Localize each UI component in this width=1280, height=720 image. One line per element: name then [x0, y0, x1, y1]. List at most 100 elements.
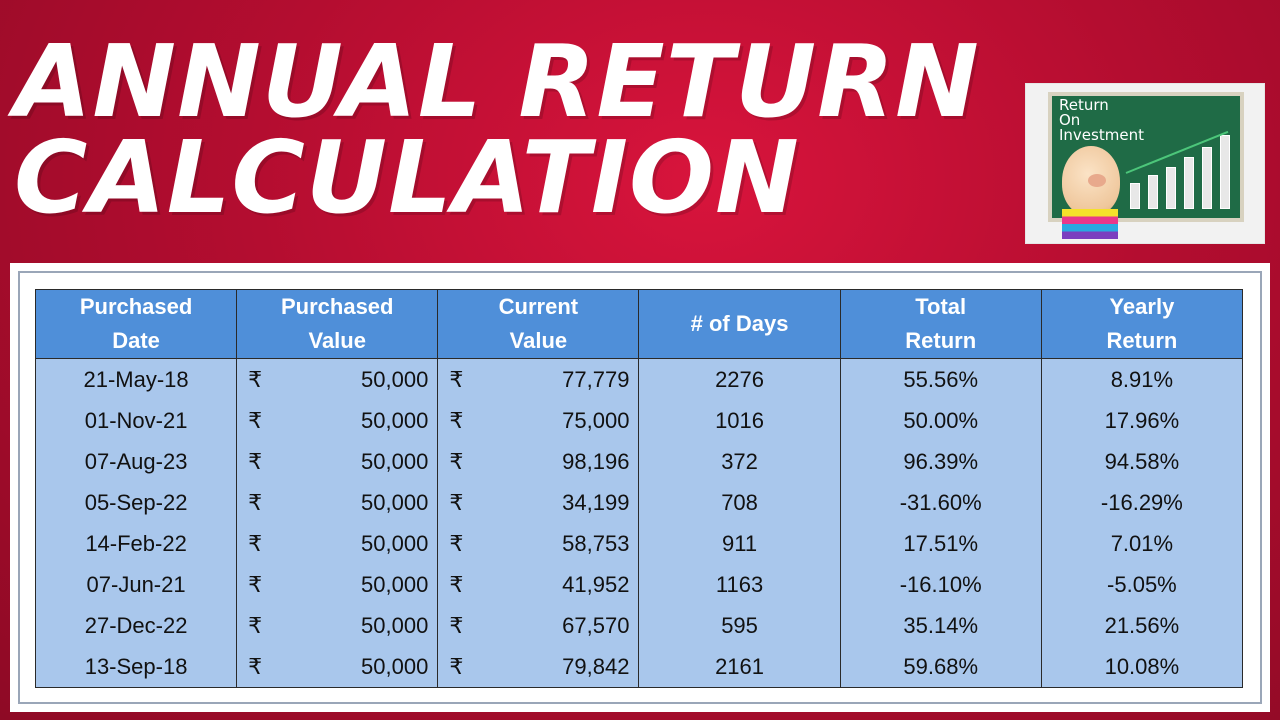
- cell-yearly-return: 10.08%: [1040, 646, 1244, 688]
- cell-total-return: 96.39%: [839, 441, 1042, 482]
- amount: 58,753: [562, 530, 630, 556]
- cell-purchased-value: ₹50,000: [236, 605, 439, 646]
- board-line-on: On: [1059, 111, 1081, 129]
- title-line-2: CALCULATION: [14, 119, 800, 236]
- currency-symbol: ₹: [248, 571, 263, 597]
- cell-yearly-return: -5.05%: [1040, 564, 1244, 605]
- cell-purchased-date: 07-Jun-21: [34, 564, 238, 605]
- cell-yearly-return: -16.29%: [1040, 482, 1244, 523]
- cell-total-return: 50.00%: [839, 400, 1042, 441]
- amount: 50,000: [361, 653, 429, 679]
- board-line-return: Return: [1059, 96, 1109, 114]
- cell-current-value: ₹98,196: [437, 441, 640, 482]
- header-purchased-value: Purchased Value: [236, 289, 439, 359]
- cell-days: 1163: [638, 564, 841, 605]
- board-text: Return On Investment: [1059, 98, 1144, 143]
- table-row: 13-Sep-18 ₹50,000 ₹79,842 2161 59.68% 10.08%: [34, 646, 1244, 688]
- header-line: Value: [509, 328, 568, 353]
- currency-symbol: ₹: [248, 653, 263, 679]
- header-yearly-return: Yearly Return: [1040, 289, 1244, 359]
- amount: 34,199: [562, 489, 630, 515]
- table-row: 21-May-18 ₹50,000 ₹77,779 2276 55.56% 8.91%: [34, 358, 1244, 400]
- header-line: Current: [498, 294, 579, 319]
- cell-days: 1016: [638, 400, 841, 441]
- cell-days: 2161: [638, 646, 841, 688]
- header-line: Return: [1106, 328, 1178, 353]
- cell-yearly-return: 7.01%: [1040, 523, 1244, 564]
- cell-total-return: 17.51%: [839, 523, 1042, 564]
- currency-symbol: ₹: [449, 571, 464, 597]
- currency-symbol: ₹: [449, 366, 464, 392]
- currency-symbol: ₹: [248, 448, 263, 474]
- table-row: 01-Nov-21 ₹50,000 ₹75,000 1016 50.00% 17.96%: [34, 400, 1244, 441]
- cell-total-return: 59.68%: [839, 646, 1042, 688]
- currency-symbol: ₹: [248, 366, 263, 392]
- sticky-notes-stack: [1062, 209, 1118, 239]
- amount: 50,000: [361, 571, 429, 597]
- board-bar: [1148, 175, 1158, 209]
- currency-symbol: ₹: [248, 407, 263, 433]
- board-bar: [1130, 183, 1140, 209]
- header-line: Yearly: [1109, 294, 1175, 319]
- title-line-1: ANNUAL RETURN: [14, 23, 980, 140]
- cell-purchased-date: 14-Feb-22: [34, 523, 238, 564]
- table-row: 07-Jun-21 ₹50,000 ₹41,952 1163 -16.10% -5.05%: [34, 564, 1244, 605]
- board-bar: [1220, 135, 1230, 209]
- cell-total-return: -16.10%: [839, 564, 1042, 605]
- cell-total-return: 35.14%: [839, 605, 1042, 646]
- cell-current-value: ₹79,842: [437, 646, 640, 688]
- header-line: Value: [308, 328, 366, 353]
- cell-days: 708: [638, 482, 841, 523]
- piggy-snout: [1088, 174, 1106, 187]
- amount: 50,000: [361, 407, 429, 433]
- currency-symbol: ₹: [248, 530, 263, 556]
- cell-purchased-value: ₹50,000: [236, 523, 439, 564]
- cell-yearly-return: 94.58%: [1040, 441, 1244, 482]
- currency-symbol: ₹: [449, 612, 464, 638]
- header-line: Purchased: [280, 294, 394, 319]
- amount: 77,779: [562, 366, 630, 392]
- board-line-investment: Investment: [1059, 126, 1144, 144]
- header-current-value: Current Value: [437, 289, 640, 359]
- amount: 98,196: [562, 448, 630, 474]
- table-row: 14-Feb-22 ₹50,000 ₹58,753 911 17.51% 7.01%: [34, 523, 1244, 564]
- currency-symbol: ₹: [449, 407, 464, 433]
- cell-purchased-value: ₹50,000: [236, 441, 439, 482]
- cell-days: 372: [638, 441, 841, 482]
- cell-total-return: 55.56%: [839, 358, 1042, 400]
- cell-current-value: ₹67,570: [437, 605, 640, 646]
- currency-symbol: ₹: [248, 612, 263, 638]
- board-bar: [1202, 147, 1212, 209]
- amount: 50,000: [361, 448, 429, 474]
- board-bar: [1184, 157, 1194, 209]
- cell-purchased-value: ₹50,000: [236, 564, 439, 605]
- amount: 50,000: [361, 612, 429, 638]
- cell-current-value: ₹77,779: [437, 358, 640, 400]
- currency-symbol: ₹: [449, 653, 464, 679]
- amount: 50,000: [361, 366, 429, 392]
- cell-days: 2276: [638, 358, 841, 400]
- returns-table: Purchased Date Purchased Value Current V…: [34, 289, 1244, 688]
- cell-purchased-date: 05-Sep-22: [34, 482, 238, 523]
- currency-symbol: ₹: [449, 489, 464, 515]
- header-line: Return: [905, 328, 977, 353]
- table-header-row: Purchased Date Purchased Value Current V…: [34, 289, 1244, 359]
- cell-current-value: ₹58,753: [437, 523, 640, 564]
- currency-symbol: ₹: [449, 530, 464, 556]
- cell-purchased-date: 13-Sep-18: [34, 646, 238, 688]
- currency-symbol: ₹: [449, 448, 464, 474]
- table-row: 27-Dec-22 ₹50,000 ₹67,570 595 35.14% 21.56%: [34, 605, 1244, 646]
- cell-days: 595: [638, 605, 841, 646]
- cell-yearly-return: 8.91%: [1040, 358, 1244, 400]
- cell-purchased-value: ₹50,000: [236, 482, 439, 523]
- cell-purchased-value: ₹50,000: [236, 646, 439, 688]
- header-line: Total: [915, 294, 967, 319]
- cell-current-value: ₹75,000: [437, 400, 640, 441]
- cell-yearly-return: 17.96%: [1040, 400, 1244, 441]
- cell-days: 911: [638, 523, 841, 564]
- table-row: 05-Sep-22 ₹50,000 ₹34,199 708 -31.60% -16.29%: [34, 482, 1244, 523]
- cell-purchased-date: 01-Nov-21: [34, 400, 238, 441]
- amount: 75,000: [562, 407, 630, 433]
- amount: 79,842: [562, 653, 630, 679]
- header-line: # of Days: [690, 311, 789, 336]
